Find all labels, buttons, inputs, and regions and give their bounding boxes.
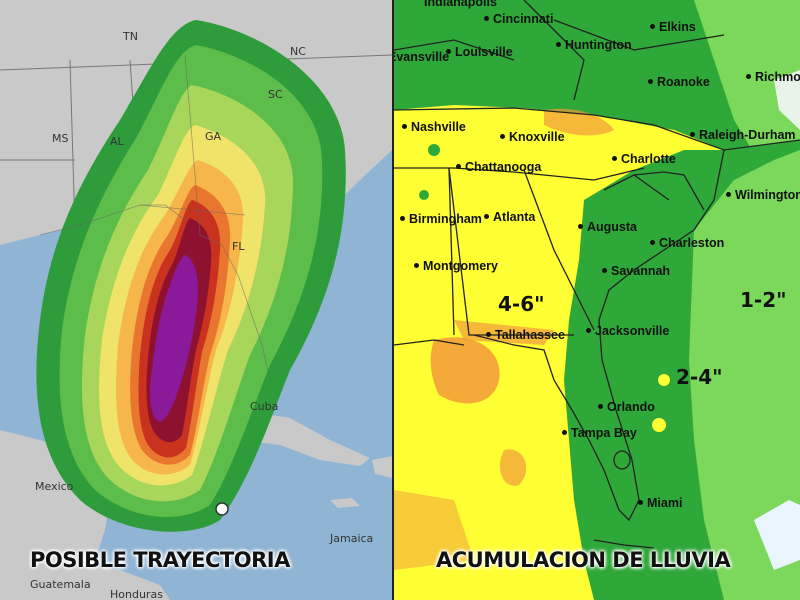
track-map-panel: TN NC MS AL GA SC FL Cuba Mexico Jamaica… — [0, 0, 392, 600]
label-tn: TN — [123, 30, 138, 43]
city-dot — [456, 164, 461, 170]
city-savannah: Savannah — [602, 264, 670, 278]
city-knoxville: Knoxville — [500, 130, 565, 144]
label-ms: MS — [52, 132, 69, 145]
track-map — [0, 0, 392, 600]
label-nc: NC — [290, 45, 306, 58]
city-dot — [578, 224, 583, 230]
city-dot — [638, 500, 643, 506]
city-charleston: Charleston — [650, 236, 724, 250]
label-guatemala: Guatemala — [30, 578, 91, 591]
city-orlando: Orlando — [598, 400, 655, 414]
city-roanoke: Roanoke — [648, 75, 710, 89]
rain-zone-north — [394, 0, 800, 150]
extreme-rain-patch-2 — [454, 320, 554, 345]
city-dot — [602, 268, 607, 274]
city-atlanta: Atlanta — [484, 210, 535, 224]
city-dot — [414, 263, 419, 269]
city-miami: Miami — [638, 496, 682, 510]
city-dot — [556, 42, 561, 48]
city-dot — [746, 74, 751, 80]
city-montgomery: Montgomery — [414, 259, 498, 273]
city-dot — [484, 214, 489, 220]
city-dot — [562, 430, 567, 436]
label-honduras: Honduras — [110, 588, 163, 600]
city-tampa-bay: Tampa Bay — [562, 426, 637, 440]
city-jacksonville: Jacksonville — [586, 324, 669, 338]
city-raleigh-durham: Raleigh-Durham — [690, 128, 796, 142]
city-richmond: Richmond — [746, 70, 800, 84]
central-america — [40, 560, 170, 600]
extreme-rain-patch-4 — [544, 108, 614, 136]
storm-position-marker — [215, 502, 229, 516]
label-al: AL — [110, 135, 124, 148]
label-ga: GA — [205, 130, 222, 143]
city-birmingham: Birmingham — [400, 212, 482, 226]
probability-band-core — [150, 255, 198, 422]
rainfall-map — [394, 0, 800, 600]
city-dot — [612, 156, 617, 162]
city-evansville: Evansville — [394, 50, 450, 64]
extreme-rain-patch-3 — [499, 449, 527, 486]
rain-zone-offshore — [689, 150, 800, 600]
city-dot — [586, 328, 591, 334]
extreme-rain-patch-5 — [394, 490, 474, 570]
city-dot — [402, 124, 407, 130]
city-indianapolis: Indianapolis — [424, 0, 497, 9]
panel-divider — [392, 0, 394, 600]
label-sc: SC — [268, 88, 283, 101]
city-dot — [598, 404, 603, 410]
city-dot — [650, 240, 655, 246]
city-dot — [650, 24, 655, 30]
track-caption: POSIBLE TRAYECTORIA — [30, 548, 290, 572]
white-patch-south — [754, 500, 800, 570]
label-mexico: Mexico — [35, 480, 74, 493]
rain-amount-light: 1-2" — [740, 288, 787, 312]
hispaniola — [372, 456, 392, 478]
label-jamaica: Jamaica — [330, 532, 374, 545]
city-wilmington: Wilmington — [726, 188, 800, 202]
jamaica-island — [330, 498, 360, 508]
rain-amount-medium: 2-4" — [676, 365, 723, 389]
rainfall-map-panel: Indianapolis Cincinnati Elkins Evansvill… — [394, 0, 800, 600]
city-dot — [726, 192, 731, 198]
city-tallahassee: Tallahassee — [486, 328, 565, 342]
label-cuba: Cuba — [250, 400, 279, 413]
city-dot — [500, 134, 505, 140]
city-huntington: Huntington — [556, 38, 632, 52]
white-patch — [774, 70, 800, 130]
label-fl: FL — [232, 240, 245, 253]
city-dot — [486, 332, 491, 338]
city-dot — [484, 16, 489, 22]
city-dot — [690, 132, 695, 138]
city-dot — [446, 49, 451, 55]
city-chattanooga: Chattanooga — [456, 160, 541, 174]
city-charlotte: Charlotte — [612, 152, 676, 166]
extreme-rain-patch-1 — [430, 337, 500, 404]
city-dot — [400, 216, 405, 222]
city-nashville: Nashville — [402, 120, 466, 134]
city-louisville: Louisville — [446, 45, 513, 59]
city-augusta: Augusta — [578, 220, 637, 234]
city-elkins: Elkins — [650, 20, 696, 34]
rainfall-caption: ACUMULACION DE LLUVIA — [436, 548, 731, 572]
city-cincinnati: Cincinnati — [484, 12, 553, 26]
city-dot — [648, 79, 653, 85]
rain-amount-heavy: 4-6" — [498, 292, 545, 316]
